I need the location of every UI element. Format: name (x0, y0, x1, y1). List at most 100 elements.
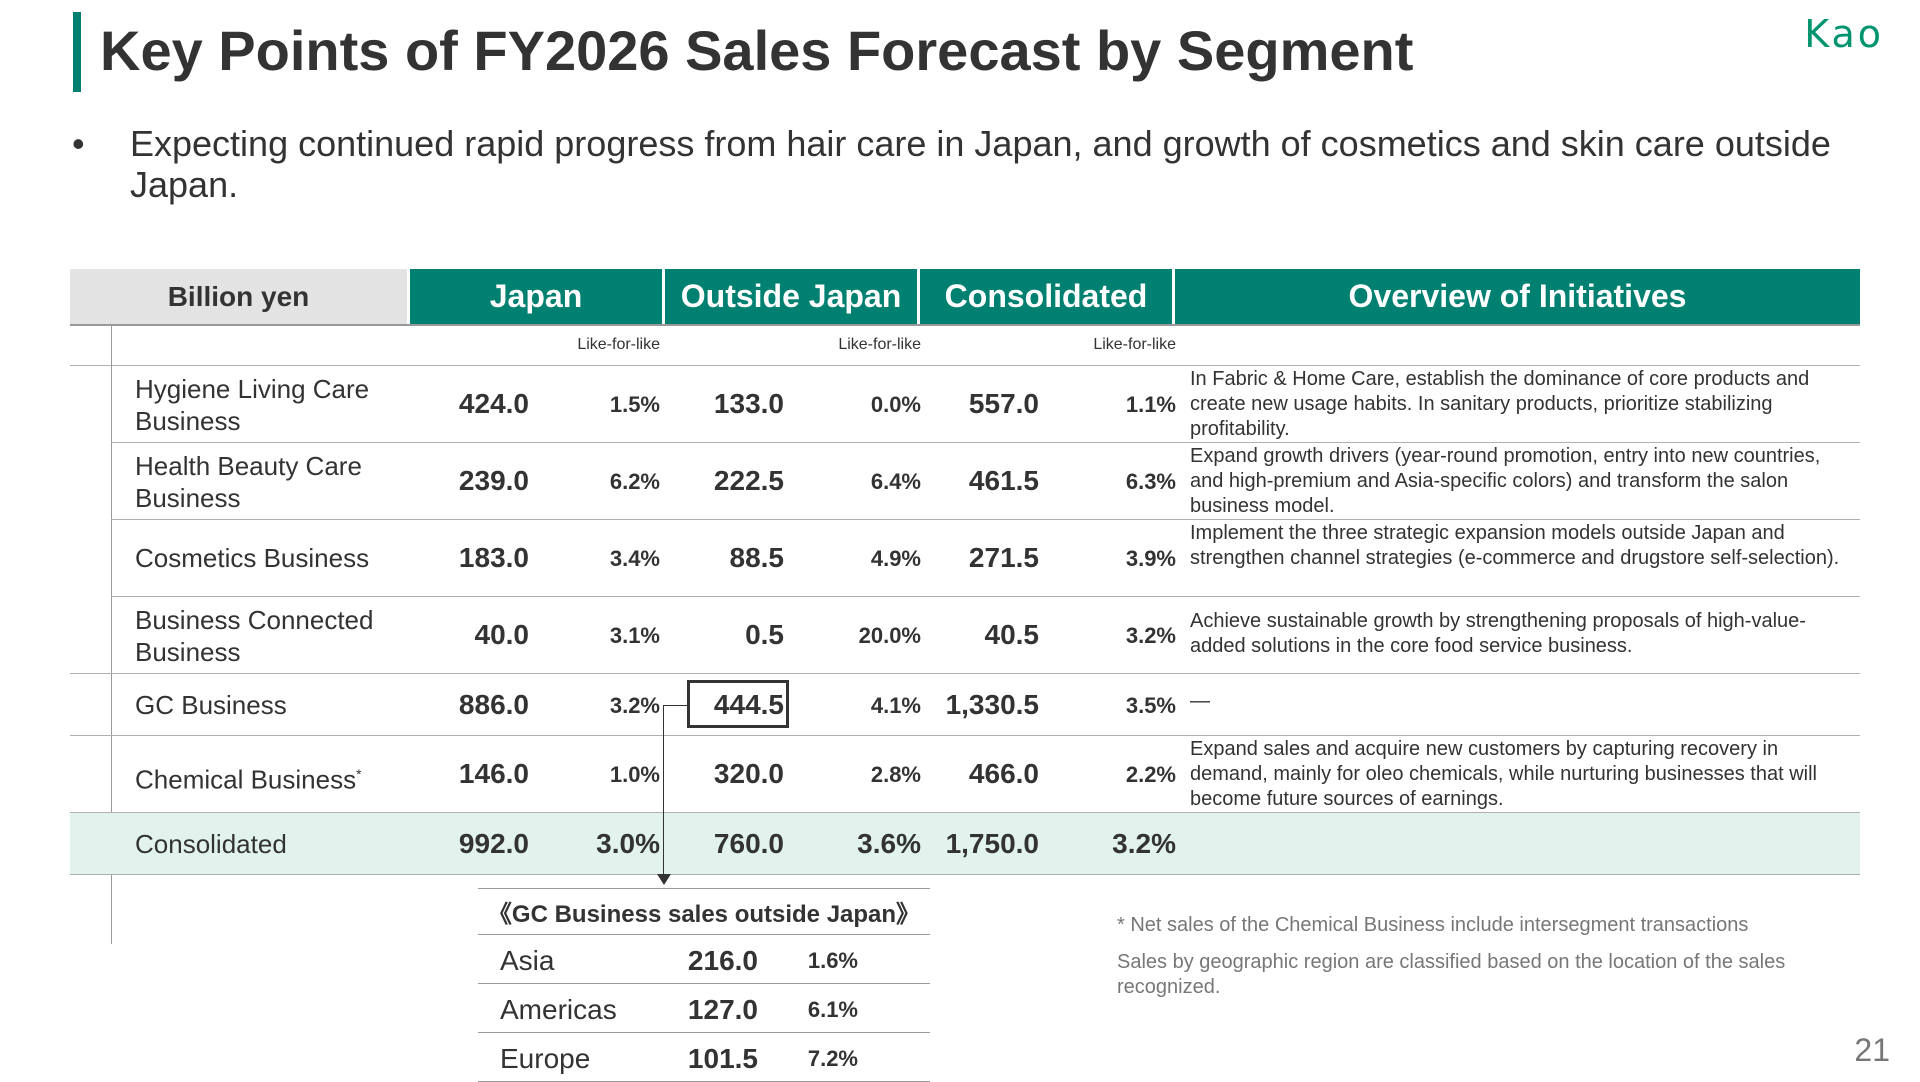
region-value: 101.5 (687, 1043, 758, 1074)
japan-growth: 1.5% (609, 392, 660, 417)
bullet-text: Expecting continued rapid progress from … (130, 123, 1831, 205)
outside-japan-growth: 20.0% (858, 623, 921, 648)
consolidated-growth: 3.2% (1125, 623, 1176, 648)
initiatives-overview: ― (1190, 690, 1210, 712)
row-divider (111, 442, 1860, 443)
header-overview: Overview of Initiatives (1175, 269, 1860, 324)
region-name: Americas (500, 994, 617, 1025)
japan-value: 886.0 (458, 689, 529, 720)
region-name: Europe (500, 1043, 591, 1074)
segment-name: Cosmetics Business (135, 543, 370, 573)
like-for-like-japan: Like-for-like (577, 336, 660, 353)
consolidated-value: 1,750.0 (945, 828, 1039, 859)
segment-name-text: Chemical Business (135, 764, 357, 795)
initiatives-overview: In Fabric & Home Care, establish the dom… (1190, 368, 1810, 440)
region-growth: 7.2% (807, 1046, 858, 1071)
region-growth: 6.1% (807, 997, 858, 1022)
header-divider (70, 324, 1860, 326)
region-value: 216.0 (687, 945, 758, 976)
outside-japan-value: 133.0 (713, 388, 784, 419)
region-name: Asia (500, 945, 555, 976)
outside-japan-growth: 4.9% (870, 546, 921, 571)
segment-name: Chemical Business* (135, 758, 395, 796)
header-japan: Japan (410, 269, 662, 324)
consolidated-growth: 3.9% (1125, 546, 1176, 571)
gc-breakdown-title: 《GC Business sales outside Japan》 (478, 888, 930, 935)
like-for-like-outside: Like-for-like (838, 336, 921, 353)
footnote-marker: * (356, 766, 362, 782)
segment-bracket (111, 326, 112, 944)
segment-name: Business Connected Business (135, 605, 374, 667)
outside-japan-value: 0.5 (745, 619, 784, 650)
consolidated-growth: 1.1% (1125, 392, 1176, 417)
subheader-divider (70, 365, 1860, 366)
list-item: Europe 101.5 7.2% (478, 1033, 930, 1082)
initiatives-overview: Expand sales and acquire new customers b… (1190, 738, 1817, 810)
outside-japan-value: 444.5 (713, 689, 784, 720)
japan-value: 146.0 (458, 758, 529, 789)
consolidated-growth: 2.2% (1125, 762, 1176, 787)
japan-value: 424.0 (458, 388, 529, 419)
region-value: 127.0 (687, 994, 758, 1025)
row-divider (70, 673, 1860, 674)
table-row: Business Connected Business 40.0 3.1% 0.… (70, 597, 1860, 674)
gc-outside-japan-breakdown: 《GC Business sales outside Japan》 Asia 2… (478, 888, 930, 1082)
outside-japan-growth: 0.0% (870, 392, 921, 417)
outside-japan-growth: 4.1% (870, 693, 921, 718)
consolidated-value: 557.0 (968, 388, 1039, 419)
header-consolidated: Consolidated (920, 269, 1172, 324)
initiatives-overview: Expand growth drivers (year-round promot… (1190, 445, 1821, 517)
table-row: Health Beauty Care Business 239.0 6.2% 2… (70, 443, 1860, 520)
consolidated-growth: 3.2% (1112, 828, 1176, 859)
row-divider (70, 874, 1860, 875)
japan-growth: 3.4% (609, 546, 660, 571)
consolidated-value: 461.5 (968, 465, 1039, 496)
japan-value: 992.0 (458, 828, 529, 859)
arrow-down-icon (657, 874, 671, 885)
list-item: Americas 127.0 6.1% (478, 984, 930, 1033)
gc-outside-highlight-box (687, 680, 789, 728)
segment-name: GC Business (135, 690, 287, 720)
consolidated-total-row: Consolidated 992.0 3.0% 760.0 3.6% 1,750… (70, 813, 1860, 875)
outside-japan-growth: 2.8% (870, 762, 921, 787)
region-growth: 1.6% (807, 948, 858, 973)
consolidated-value: 466.0 (968, 758, 1039, 789)
consolidated-value: 271.5 (968, 542, 1039, 573)
chemical-footnote: * Net sales of the Chemical Business inc… (1117, 914, 1749, 936)
japan-growth: 3.2% (609, 693, 660, 718)
page-number: 21 (1854, 1032, 1890, 1068)
outside-japan-value: 760.0 (713, 828, 784, 859)
kao-logo: Kao (1804, 12, 1884, 56)
segment-name: Hygiene Living Care Business (135, 374, 370, 436)
bullet-marker: • (72, 123, 85, 164)
initiatives-overview: Achieve sustainable growth by strengthen… (1190, 610, 1806, 657)
initiatives-overview: Implement the three strategic expansion … (1190, 522, 1840, 569)
consolidated-growth: 3.5% (1125, 693, 1176, 718)
table-row: GC Business 886.0 3.2% 444.5 4.1% 1,330.… (70, 674, 1860, 736)
connector-line (663, 705, 687, 706)
outside-japan-value: 222.5 (713, 465, 784, 496)
outside-japan-value: 320.0 (713, 758, 784, 789)
title-accent-bar (73, 12, 81, 92)
header-outside-japan: Outside Japan (665, 269, 917, 324)
outside-japan-growth: 3.6% (857, 828, 921, 859)
connector-line (663, 705, 664, 875)
table-row: Hygiene Living Care Business 424.0 1.5% … (70, 366, 1860, 443)
japan-growth: 6.2% (609, 469, 660, 494)
row-divider (70, 735, 1860, 736)
japan-growth: 1.0% (609, 762, 660, 787)
page-title: Key Points of FY2026 Sales Forecast by S… (100, 19, 1414, 82)
segment-name: Health Beauty Care Business (135, 451, 362, 513)
outside-japan-value: 88.5 (729, 542, 785, 573)
like-for-like-consolidated: Like-for-like (1093, 336, 1176, 353)
row-divider (111, 596, 1860, 597)
japan-value: 40.0 (474, 619, 530, 650)
japan-value: 239.0 (458, 465, 529, 496)
segment-name: Consolidated (135, 829, 287, 859)
geography-footnote: Sales by geographic region are classifie… (1117, 951, 1786, 998)
unit-header: Billion yen (70, 269, 407, 324)
table-row: Chemical Business* 146.0 1.0% 320.0 2.8%… (70, 736, 1860, 813)
japan-growth: 3.1% (609, 623, 660, 648)
consolidated-growth: 6.3% (1125, 469, 1176, 494)
row-divider (111, 519, 1860, 520)
